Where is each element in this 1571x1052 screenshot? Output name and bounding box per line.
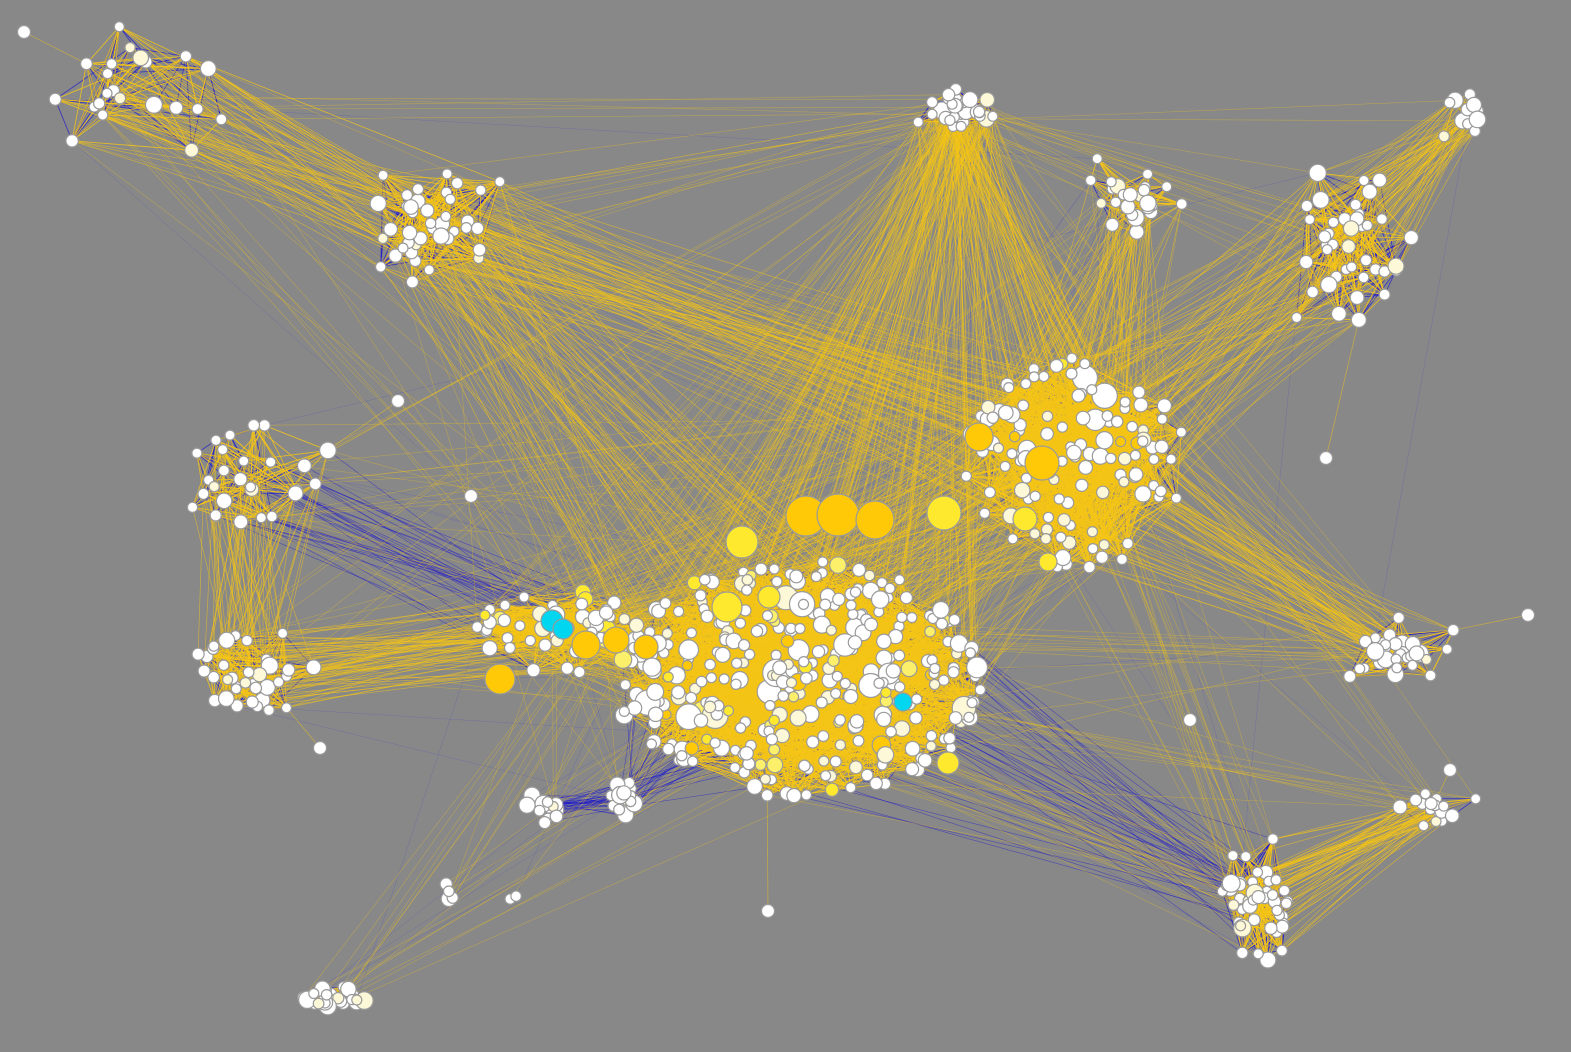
graph-edge <box>119 61 147 99</box>
graph-edge <box>264 424 329 451</box>
graph-edge <box>253 425 298 491</box>
graph-edge <box>1046 529 1285 891</box>
graph-edge <box>196 452 296 494</box>
graph-edge <box>457 181 500 184</box>
graph-edge <box>1081 123 1468 486</box>
graph-edge <box>229 434 296 494</box>
graph-edge <box>206 656 267 660</box>
graph-edge <box>383 174 500 183</box>
graph-edge <box>86 26 120 65</box>
graph-edge <box>215 439 296 494</box>
graph-edge <box>196 453 204 494</box>
graph-edge <box>315 483 553 606</box>
graph-edge <box>1142 493 1258 873</box>
graph-edge <box>555 804 626 816</box>
graph-edge <box>192 440 217 508</box>
graph-edge <box>71 63 87 141</box>
graph-edge <box>929 615 1285 891</box>
graph-edge <box>176 107 1280 916</box>
graph-edge <box>932 618 1277 933</box>
graph-edge <box>948 621 972 701</box>
graph-edge <box>213 645 227 699</box>
graph-edge <box>240 478 557 615</box>
graph-edge <box>270 461 611 618</box>
graph-edge <box>782 735 922 759</box>
graph-edge <box>86 63 95 107</box>
graph-edge <box>185 56 192 151</box>
graph-edge <box>415 257 479 262</box>
graph-edge <box>208 479 534 671</box>
graph-edge <box>214 700 631 802</box>
graph-edge <box>315 483 615 603</box>
graph-edge <box>799 186 1146 610</box>
graph-edge <box>554 805 614 811</box>
graph-edge <box>71 97 121 142</box>
graph-edge <box>140 57 222 120</box>
graph-edge <box>54 47 131 100</box>
graph-edge <box>203 440 217 494</box>
graph-edge <box>446 173 480 259</box>
graph-edge <box>261 517 582 605</box>
graph-edge <box>917 667 978 770</box>
graph-edge <box>264 425 298 491</box>
graph-edge <box>307 739 773 1001</box>
graph-edge <box>1375 123 1469 638</box>
graph-edge <box>140 57 192 151</box>
graph-edge <box>111 63 209 70</box>
graph-edge <box>382 174 447 193</box>
graph-edge <box>270 461 607 613</box>
graph-edge <box>1239 838 1274 884</box>
graph-edge <box>240 460 245 522</box>
graph-edge <box>212 648 249 673</box>
graph-edge <box>303 721 746 998</box>
graph-edge <box>253 424 305 467</box>
graph-edge <box>214 449 329 488</box>
graph-edge <box>54 99 73 141</box>
graph-edge <box>327 450 525 598</box>
graph-edge <box>1426 629 1454 660</box>
graph-edge <box>466 227 622 795</box>
graph-edge <box>196 452 273 517</box>
graph-edge <box>197 654 216 701</box>
graph-edge <box>253 425 262 518</box>
graph-edge <box>119 68 209 99</box>
graph-edge <box>271 516 490 623</box>
graph-edge <box>769 705 892 733</box>
graph-edge <box>213 486 262 519</box>
graph-edge <box>515 625 637 897</box>
graph-edge <box>930 674 1240 899</box>
graph-edge <box>862 613 930 617</box>
graph-edge <box>71 26 120 141</box>
graph-edge <box>1221 891 1243 954</box>
graph-edge <box>479 190 482 250</box>
graph-edge <box>113 90 222 120</box>
graph-edge <box>215 440 490 610</box>
graph-edge <box>734 595 773 768</box>
graph-edge <box>192 470 225 508</box>
graph-edge <box>222 449 511 649</box>
graph-edge <box>753 785 1249 902</box>
graph-edge <box>72 140 192 151</box>
graph-edge <box>260 450 329 519</box>
graph-edge <box>71 55 187 142</box>
graph-edge <box>651 743 788 794</box>
